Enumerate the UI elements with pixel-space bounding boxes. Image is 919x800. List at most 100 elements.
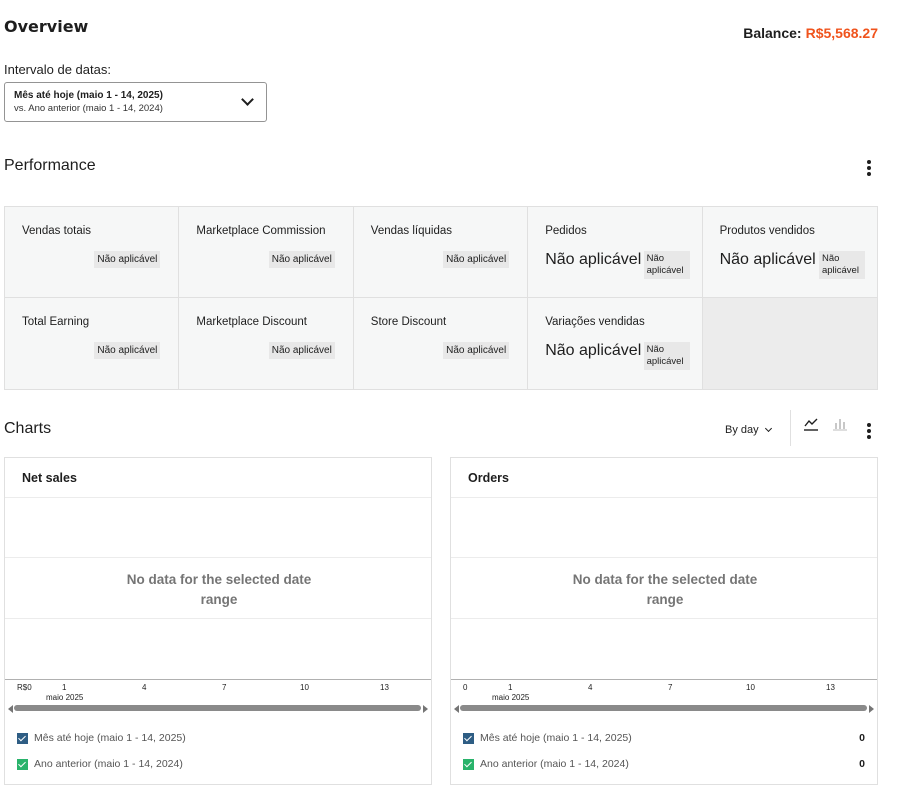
charts-menu-icon[interactable]: [867, 423, 871, 441]
no-data-message: No data for the selected date range: [551, 570, 779, 610]
stat-label: Vendas líquidas: [370, 225, 452, 237]
scroll-right-icon[interactable]: [869, 705, 874, 713]
chart-title: Orders: [468, 471, 509, 485]
x-axis: [451, 679, 877, 680]
stat-value: Não aplicável: [94, 342, 161, 359]
stat-label: Produtos vendidos: [719, 225, 815, 237]
stat-value: Não aplicável: [268, 342, 335, 359]
stat-value: Não aplicável: [268, 251, 335, 268]
stat-pedidos[interactable]: Pedidos Não aplicável Não aplicável: [528, 207, 703, 298]
no-data-line1: No data for the selected date: [572, 572, 758, 587]
chart-title: Net sales: [22, 471, 77, 485]
stat-label: Variações vendidas: [545, 316, 645, 328]
gridline: [451, 557, 877, 558]
stat-delta: Não aplicável: [643, 342, 690, 370]
y-axis-zero-label: R$0: [17, 683, 32, 692]
gridline: [5, 618, 431, 619]
x-tick-label: 1: [62, 683, 67, 692]
scroll-left-icon[interactable]: [454, 705, 459, 713]
gridline: [451, 497, 877, 498]
stat-value: Não aplicável: [545, 342, 642, 359]
x-tick-label: 1: [508, 683, 513, 692]
checkbox-icon[interactable]: [463, 758, 474, 770]
stat-value: Não aplicável: [545, 251, 642, 268]
date-range-compare: vs. Ano anterior (maio 1 - 14, 2024): [14, 103, 163, 114]
bar-chart-icon[interactable]: [833, 417, 847, 431]
stat-store-discount[interactable]: Store Discount Não aplicável: [354, 298, 529, 389]
stat-label: Pedidos: [545, 225, 587, 237]
legend-item-current[interactable]: Mês até hoje (maio 1 - 14, 2025): [463, 732, 632, 744]
stat-empty: [702, 298, 877, 389]
no-data-line2: range: [200, 592, 238, 607]
stat-label: Total Earning: [22, 316, 90, 328]
gridline: [5, 557, 431, 558]
date-range-select[interactable]: Mês até hoje (maio 1 - 14, 2025) vs. Ano…: [4, 82, 267, 122]
x-axis-month-label: maio 2025: [46, 693, 84, 702]
performance-title: Performance: [4, 157, 96, 174]
no-data-message: No data for the selected date range: [105, 570, 333, 610]
stat-vendas-totais[interactable]: Vendas totais Não aplicável: [5, 207, 180, 298]
legend-item-previous[interactable]: Ano anterior (maio 1 - 14, 2024): [463, 758, 629, 770]
chart-card-orders: Orders No data for the selected date ran…: [450, 457, 878, 785]
y-axis-zero-label: 0: [463, 683, 468, 692]
stat-produtos-vendidos[interactable]: Produtos vendidos Não aplicável Não apli…: [702, 207, 877, 298]
stat-label: Marketplace Commission: [196, 225, 326, 237]
x-tick-label: 7: [668, 683, 673, 692]
stat-marketplace-commission[interactable]: Marketplace Commission Não aplicável: [179, 207, 354, 298]
x-axis-month-label: maio 2025: [492, 693, 530, 702]
x-tick-label: 13: [380, 683, 389, 692]
legend-label: Mês até hoje (maio 1 - 14, 2025): [34, 732, 186, 744]
x-tick-label: 13: [826, 683, 835, 692]
stat-total-earning[interactable]: Total Earning Não aplicável: [5, 298, 180, 389]
stat-variacoes-vendidas[interactable]: Variações vendidas Não aplicável Não apl…: [528, 298, 703, 389]
stat-value: Não aplicável: [443, 251, 510, 268]
stat-label: Vendas totais: [22, 225, 92, 237]
chart-card-net-sales: Net sales No data for the selected date …: [4, 457, 432, 785]
date-range-main: Mês até hoje (maio 1 - 14, 2025): [14, 90, 163, 101]
legend-label: Ano anterior (maio 1 - 14, 2024): [34, 758, 183, 770]
chevron-down-icon: [764, 424, 773, 433]
checkbox-icon[interactable]: [17, 732, 28, 744]
line-chart-icon[interactable]: [804, 417, 818, 431]
x-tick-label: 10: [300, 683, 309, 692]
gridline: [5, 497, 431, 498]
stat-value: Não aplicável: [94, 251, 161, 268]
scroll-right-icon[interactable]: [423, 705, 428, 713]
interval-select[interactable]: By day: [725, 424, 759, 436]
stat-delta: Não aplicável: [643, 251, 690, 279]
page-title: Overview: [4, 17, 89, 36]
legend-value: 0: [859, 732, 865, 744]
checkbox-icon[interactable]: [17, 758, 28, 770]
legend-item-current[interactable]: Mês até hoje (maio 1 - 14, 2025): [17, 732, 186, 744]
stat-vendas-liquidas[interactable]: Vendas líquidas Não aplicável: [353, 207, 529, 298]
legend-item-previous[interactable]: Ano anterior (maio 1 - 14, 2024): [17, 758, 183, 770]
x-tick-label: 4: [142, 683, 147, 692]
x-tick-label: 4: [588, 683, 593, 692]
legend-label: Ano anterior (maio 1 - 14, 2024): [480, 758, 629, 770]
chart-scrollbar[interactable]: [14, 705, 421, 711]
x-tick-label: 10: [746, 683, 755, 692]
performance-menu-icon[interactable]: [867, 160, 871, 178]
performance-grid: Vendas totais Não aplicável Marketplace …: [4, 206, 878, 390]
balance-label: Balance:: [743, 25, 802, 41]
gridline: [451, 618, 877, 619]
stat-delta: Não aplicável: [818, 251, 865, 279]
stat-marketplace-discount[interactable]: Marketplace Discount Não aplicável: [179, 298, 354, 389]
charts-title: Charts: [4, 420, 52, 437]
stat-value: Não aplicável: [719, 251, 816, 268]
stat-label: Store Discount: [370, 316, 447, 328]
checkbox-icon[interactable]: [463, 732, 474, 744]
balance: Balance: R$5,568.27: [743, 25, 878, 41]
legend-label: Mês até hoje (maio 1 - 14, 2025): [480, 732, 632, 744]
date-range-label: Intervalo de datas:: [4, 62, 111, 77]
chart-scrollbar[interactable]: [460, 705, 867, 711]
balance-value: R$5,568.27: [805, 25, 878, 41]
divider: [790, 410, 791, 446]
x-tick-label: 7: [222, 683, 227, 692]
x-axis: [5, 679, 431, 680]
stat-label: Marketplace Discount: [196, 316, 307, 328]
no-data-line2: range: [646, 592, 684, 607]
no-data-line1: No data for the selected date: [126, 572, 312, 587]
legend-value: 0: [859, 758, 865, 770]
scroll-left-icon[interactable]: [8, 705, 13, 713]
